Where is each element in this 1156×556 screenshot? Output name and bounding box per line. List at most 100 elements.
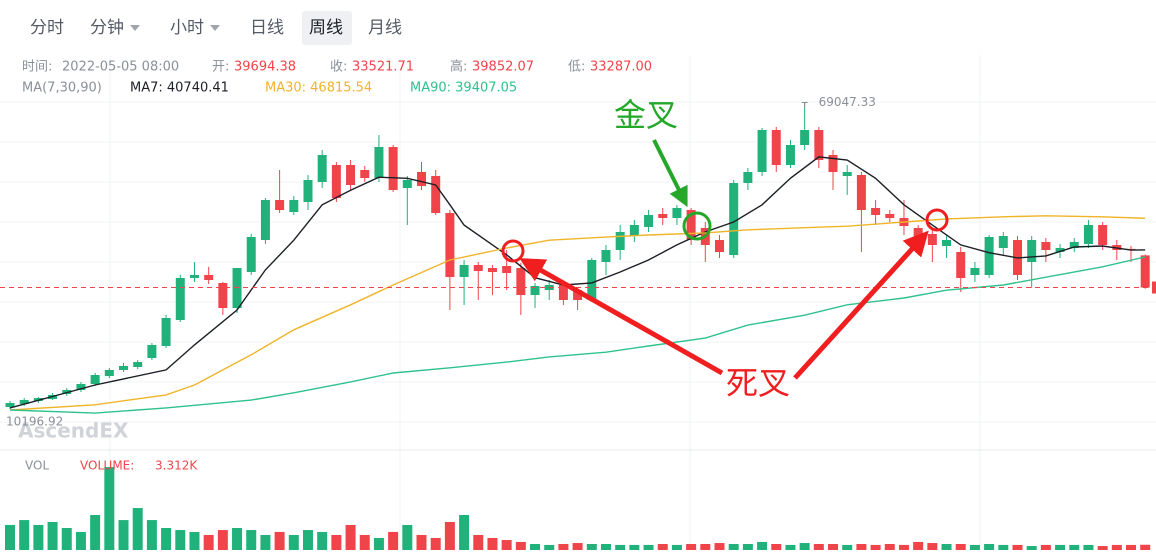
candle-body xyxy=(289,200,299,212)
candle-body xyxy=(360,170,370,178)
volume-value: 3.312K xyxy=(155,459,198,473)
candle-body xyxy=(587,260,597,300)
grid xyxy=(0,55,1156,550)
candle-body xyxy=(388,147,398,190)
candle-body xyxy=(445,213,455,277)
dropdown-arrow xyxy=(130,25,140,31)
info-label: 高: xyxy=(450,59,467,75)
watermark: AscendEX xyxy=(18,419,129,443)
candle-body xyxy=(19,400,29,404)
info-label: 低: xyxy=(568,60,585,75)
candle-body xyxy=(189,275,199,278)
candle-body xyxy=(842,172,852,176)
volume-bar xyxy=(473,534,484,550)
volume-bar xyxy=(33,524,44,550)
candle-body xyxy=(573,290,583,300)
info-value: 33287.00 xyxy=(590,60,652,75)
tab[interactable]: 小时 xyxy=(170,18,204,38)
volume-bar xyxy=(430,537,441,550)
candle-body xyxy=(785,145,795,165)
volume-bar xyxy=(373,537,384,550)
volume-bar xyxy=(799,543,810,550)
death-circle xyxy=(501,239,525,263)
volume-bar xyxy=(955,543,966,550)
volume-bar xyxy=(1069,544,1080,550)
volume-bar xyxy=(884,543,895,550)
candle-body xyxy=(218,283,228,308)
candle-body xyxy=(743,172,753,183)
volume-bar xyxy=(104,467,115,550)
candle-body xyxy=(942,240,952,246)
candle-body xyxy=(133,362,143,367)
volume-bar xyxy=(1026,546,1037,550)
volume-bar xyxy=(345,524,356,550)
volume-bar xyxy=(984,543,995,550)
candle-body xyxy=(927,234,937,245)
candle-body xyxy=(729,183,739,255)
volume-bar xyxy=(1040,544,1051,550)
volume-bar xyxy=(1083,544,1094,550)
volume-bar xyxy=(998,544,1009,550)
candle-body xyxy=(672,208,682,218)
volume-bar xyxy=(586,543,597,550)
candle-body xyxy=(1055,248,1065,252)
volume-bar xyxy=(870,544,881,550)
tab[interactable]: 日线 xyxy=(250,18,284,38)
candle-body xyxy=(1140,255,1150,288)
volume-bar xyxy=(558,543,569,550)
volume-bar xyxy=(444,521,455,550)
volume-bar xyxy=(913,541,924,550)
high-label: 69047.33 xyxy=(819,95,876,109)
volume-bar xyxy=(19,520,30,550)
info-value: 39852.07 xyxy=(472,60,534,75)
volume-bar xyxy=(288,534,299,550)
golden-circle xyxy=(682,211,712,241)
info-label: 时间: xyxy=(22,60,52,75)
candle-body xyxy=(998,236,1008,248)
candle-body xyxy=(147,345,157,358)
candle-body xyxy=(502,266,512,273)
candle-body xyxy=(90,375,100,384)
info-value: 33521.71 xyxy=(352,60,414,75)
candle-body xyxy=(317,155,327,182)
golden-arrow xyxy=(652,139,688,208)
volume-bar xyxy=(1111,544,1122,550)
volume-bar xyxy=(686,543,697,550)
candle-body xyxy=(346,165,356,185)
candle-body xyxy=(473,265,483,271)
volume-bar xyxy=(813,543,824,550)
volume-bar xyxy=(402,524,413,550)
volume-bar xyxy=(714,543,725,550)
death-arrow xyxy=(519,258,724,376)
volume-bar xyxy=(217,530,228,550)
volume-bar xyxy=(189,531,200,550)
volume-bar xyxy=(629,544,640,550)
tab[interactable]: 分时 xyxy=(30,18,64,38)
volume-bar xyxy=(771,543,782,550)
candle-body xyxy=(1098,225,1108,245)
golden-cross-label: 金叉 xyxy=(614,96,678,134)
tab[interactable]: 周线 xyxy=(309,18,343,38)
volume-label: VOLUME: xyxy=(80,459,134,473)
candle-body xyxy=(33,398,43,401)
candle-body xyxy=(800,130,810,145)
candle-body xyxy=(956,252,966,278)
candle-body xyxy=(104,370,114,376)
candle-body xyxy=(331,165,341,198)
volume-bar xyxy=(898,544,909,550)
volume-bar xyxy=(1055,544,1066,550)
tab[interactable]: 分钟 xyxy=(90,18,124,38)
ma-legend-item: MA7: 40740.41 xyxy=(130,81,229,96)
volume-bar xyxy=(530,543,541,550)
high-pointer xyxy=(801,101,808,109)
volume-bar xyxy=(671,544,682,550)
candle-body xyxy=(814,130,824,160)
tab[interactable]: 月线 xyxy=(368,18,402,38)
low-label: 10196.92 xyxy=(6,414,63,428)
volume-bar xyxy=(132,508,143,550)
volume-bar xyxy=(856,543,867,550)
volume-bar xyxy=(544,544,555,550)
volume-bar xyxy=(175,530,186,550)
death-cross-label: 死叉 xyxy=(726,364,790,402)
volume-bar xyxy=(501,540,512,550)
